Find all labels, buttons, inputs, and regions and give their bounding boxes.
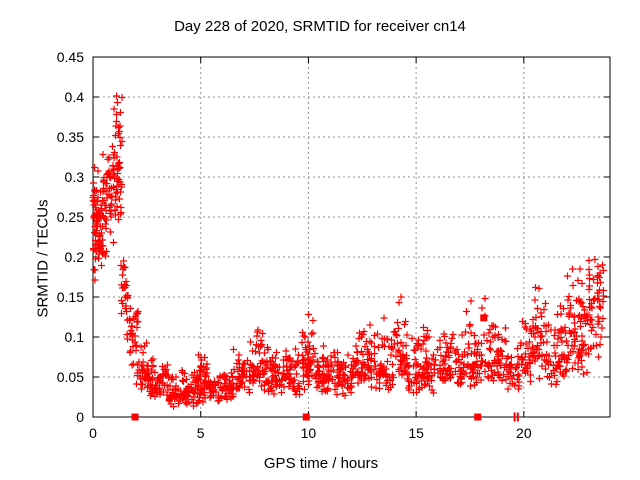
y-axis-label: SRMTID / TECUs [34, 199, 52, 318]
grid-lines [93, 57, 610, 417]
event-square-marker [131, 413, 139, 421]
x-axis-label: GPS time / hours [263, 455, 379, 472]
x-tick-label: 5 [197, 425, 205, 441]
y-tick-label: 0 [76, 409, 84, 425]
event-square-marker [474, 413, 482, 421]
y-tick-label: 0.4 [65, 89, 85, 105]
event-bar-marker [516, 412, 519, 422]
y-tick-label: 0.05 [57, 369, 84, 385]
chart-title: Day 228 of 2020, SRMTID for receiver cn1… [174, 18, 466, 35]
x-tick-label: 10 [301, 425, 317, 441]
y-tick-label: 0.3 [65, 169, 85, 185]
event-square-marker [480, 314, 488, 322]
y-tick-label: 0.25 [57, 209, 84, 225]
plot-border [92, 56, 611, 418]
y-tick-label: 0.45 [57, 49, 84, 65]
x-tick-label: 0 [89, 425, 97, 441]
y-tick-label: 0.15 [57, 289, 84, 305]
x-tick-label: 15 [408, 425, 424, 441]
event-bar-marker [513, 412, 516, 422]
y-tick-label: 0.1 [65, 329, 85, 345]
x-tick-label: 20 [516, 425, 532, 441]
data-points-srmtid [89, 92, 607, 410]
y-tick-label: 0.2 [65, 249, 85, 265]
y-tick-label: 0.35 [57, 129, 84, 145]
event-square-marker [302, 413, 310, 421]
